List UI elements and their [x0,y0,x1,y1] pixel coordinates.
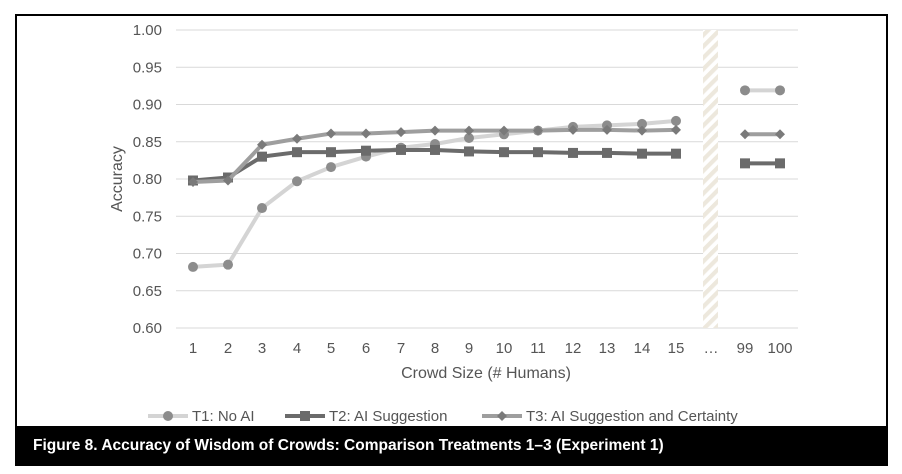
data-point [499,125,509,136]
y-axis-tick-labels: 0.60 0.65 0.70 0.75 0.80 0.85 0.90 0.95 1.00 [133,22,162,337]
data-point [775,129,785,140]
data-point [188,176,198,187]
x-tick-label: 3 [258,340,266,357]
x-axis-title: Crowd Size (# Humans) [401,365,571,382]
x-tick-label: 9 [465,340,473,357]
legend: T1: No AI T2: AI Suggestion T3: AI Suggest… [148,408,738,425]
x-tick-label: 7 [397,340,405,357]
data-point [499,147,509,158]
data-point [775,85,785,96]
data-point [361,145,371,156]
data-point [326,162,336,173]
y-tick-label: 0.95 [133,59,162,76]
data-point [257,203,267,214]
data-point [533,125,543,136]
data-point [671,124,681,135]
data-point [292,147,302,158]
data-point [223,175,233,186]
x-tick-label: 5 [327,340,335,357]
legend-swatch-marker [163,411,173,421]
legend-label: T1: No AI [192,408,255,425]
data-point [740,158,750,169]
data-point [326,147,336,158]
legend-item: T2: AI Suggestion [285,408,447,425]
data-point [188,261,198,272]
data-point [430,125,440,136]
data-point [602,147,612,158]
data-point [775,158,785,169]
y-tick-label: 0.80 [133,171,162,188]
data-point [430,144,440,155]
legend-swatch-marker [300,411,310,421]
y-tick-label: 0.90 [133,97,162,114]
data-point [292,176,302,187]
data-point [396,144,406,155]
series-3 [188,124,785,187]
data-point [602,124,612,135]
data-point [671,115,681,126]
y-tick-label: 0.65 [133,283,162,300]
x-tick-label: 4 [293,340,301,357]
legend-item: T1: No AI [148,408,255,425]
x-tick-label: 14 [634,340,651,357]
data-point [361,128,371,139]
data-point [637,118,647,129]
legend-item: T3: AI Suggestion and Certainty [482,408,738,425]
legend-swatch-marker [497,411,507,421]
data-point [464,125,474,136]
data-point [223,259,233,270]
data-point [257,151,267,162]
axis-break-hatch [703,30,718,328]
x-tick-label: 10 [496,340,513,357]
figure-caption: Figure 8. Accuracy of Wisdom of Crowds: … [15,426,888,466]
data-point [740,129,750,140]
legend-label: T3: AI Suggestion and Certainty [526,408,738,425]
y-tick-label: 0.85 [133,134,162,151]
x-tick-label: 12 [565,340,582,357]
y-tick-label: 1.00 [133,22,162,39]
data-point [464,133,474,144]
gridlines [176,29,798,329]
data-point [671,148,681,159]
data-point [464,146,474,157]
y-tick-label: 0.75 [133,208,162,225]
x-tick-label: 13 [599,340,616,357]
data-point [740,85,750,96]
x-tick-label: 100 [767,340,792,357]
figure-caption-text: Figure 8. Accuracy of Wisdom of Crowds: … [33,437,664,454]
x-tick-label: 11 [530,340,546,357]
x-tick-label: 99 [737,340,754,357]
x-axis-tick-labels: 1 2 3 4 5 6 7 8 9 10 11 12 13 14 15… 99 100 [189,340,793,357]
y-tick-label: 0.70 [133,246,162,263]
data-point [292,133,302,144]
data-point [326,128,336,139]
data-point [568,124,578,135]
x-tick-label: 2 [224,340,232,357]
data-point [396,127,406,138]
x-tick-label: 8 [431,340,439,357]
y-axis-title: Accuracy [109,146,126,212]
x-tick-label: … [704,340,719,357]
x-tick-label: 1 [189,340,197,357]
x-tick-label: 15 [668,340,685,357]
legend-label: T2: AI Suggestion [329,408,447,425]
data-point [257,139,267,150]
x-tick-label: 6 [362,340,370,357]
series-lines [188,85,785,272]
data-point [533,147,543,158]
y-tick-label: 0.60 [133,320,162,337]
data-point [637,148,647,159]
data-point [568,147,578,158]
data-point [637,125,647,136]
